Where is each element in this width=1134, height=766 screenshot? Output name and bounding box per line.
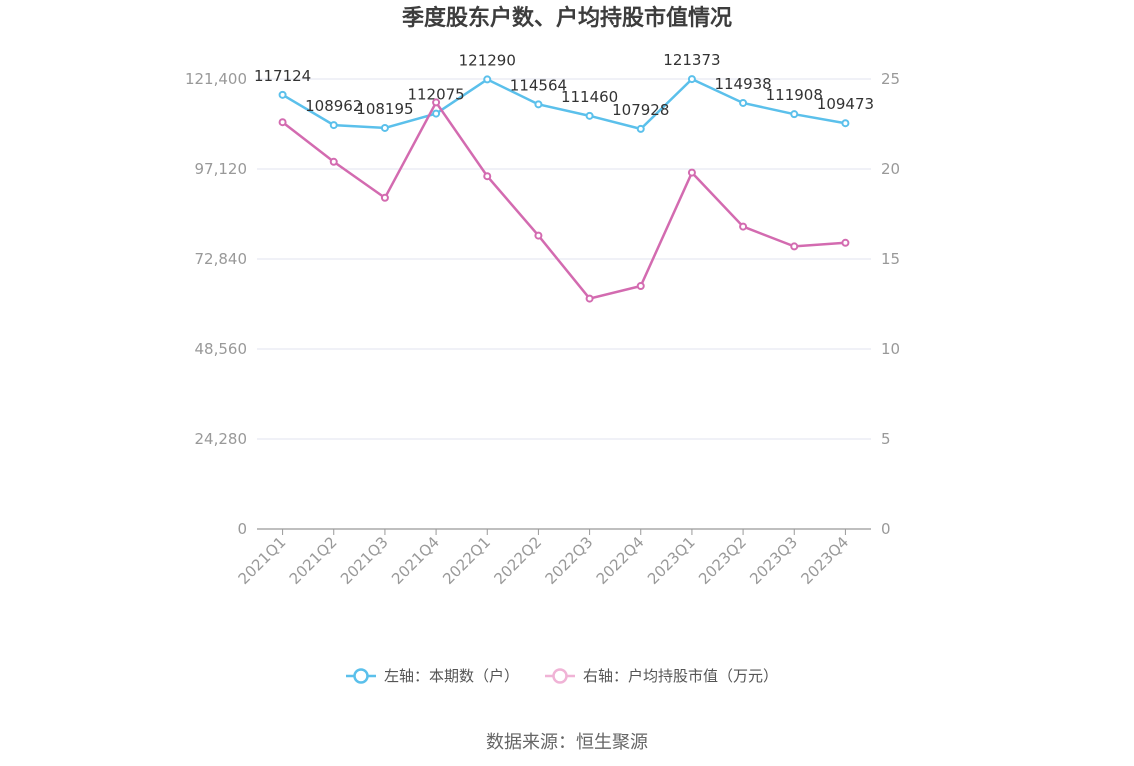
right-axis: 0 5 10 15 20 25	[881, 70, 900, 538]
legend-marker-icon	[353, 668, 369, 684]
right-tick-label: 5	[881, 430, 891, 448]
left-tick-label: 24,280	[195, 430, 248, 448]
data-point	[636, 282, 645, 290]
data-point	[687, 75, 696, 84]
data-point	[483, 75, 492, 84]
data-label: 111908	[766, 86, 823, 104]
series-line	[281, 100, 846, 301]
data-point	[790, 110, 799, 119]
data-point	[739, 222, 748, 231]
data-point	[432, 98, 441, 107]
data-label: 109473	[817, 95, 874, 113]
data-point	[329, 157, 338, 166]
series-market-value	[278, 98, 850, 303]
x-tick-label: 2021Q3	[337, 533, 392, 588]
x-tick-label: 2021Q2	[286, 533, 341, 588]
x-axis: 2021Q12021Q22021Q32021Q42022Q12022Q22022…	[235, 528, 871, 588]
x-tick-label: 2022Q3	[542, 533, 597, 588]
legend-item[interactable]: 左轴：本期数（户）	[346, 667, 519, 685]
right-tick-label: 10	[881, 340, 900, 358]
right-tick-label: 0	[881, 520, 891, 538]
left-axis: 0 24,280 48,560 72,840 97,120 121,400	[185, 70, 247, 538]
data-point	[585, 294, 594, 303]
x-tick-label: 2022Q4	[593, 533, 648, 588]
data-label: 108962	[305, 97, 362, 115]
x-tick-label: 2021Q1	[235, 533, 290, 588]
x-tick-label: 2022Q1	[439, 533, 494, 588]
x-tick-label: 2022Q2	[490, 533, 545, 588]
data-label: 114938	[714, 75, 771, 93]
data-label: 107928	[612, 101, 669, 119]
data-point	[841, 119, 850, 128]
data-point	[687, 168, 696, 177]
data-label: 117124	[254, 67, 311, 85]
data-point	[585, 111, 594, 120]
data-point	[790, 242, 799, 251]
grid	[257, 78, 871, 440]
data-point	[841, 238, 850, 247]
left-tick-label: 72,840	[195, 250, 248, 268]
data-point	[380, 193, 389, 202]
legend-label: 右轴：户均持股市值（万元）	[583, 667, 778, 685]
series-line	[281, 77, 846, 131]
x-tick-label: 2023Q1	[644, 533, 699, 588]
data-label: 114564	[510, 76, 567, 94]
data-point	[534, 100, 543, 109]
data-point	[739, 98, 748, 107]
left-tick-label: 121,400	[185, 70, 247, 88]
data-label: 121290	[459, 51, 516, 69]
legend-marker-icon	[552, 668, 568, 684]
data-label: 121373	[663, 51, 720, 69]
data-point	[432, 109, 441, 118]
data-label: 111460	[561, 88, 618, 106]
x-tick-label: 2023Q3	[746, 533, 801, 588]
data-label: 108195	[356, 100, 413, 118]
right-tick-label: 25	[881, 70, 900, 88]
data-point	[483, 172, 492, 181]
data-point	[278, 118, 287, 127]
x-tick-label: 2023Q4	[797, 533, 852, 588]
data-point	[380, 123, 389, 132]
source-note: 数据来源：恒生聚源	[486, 732, 648, 753]
data-point	[329, 121, 338, 130]
data-point	[636, 124, 645, 133]
right-tick-label: 20	[881, 160, 900, 178]
left-tick-label: 97,120	[195, 160, 248, 178]
x-tick-label: 2021Q4	[388, 533, 443, 588]
legend-label: 左轴：本期数（户）	[384, 667, 519, 685]
legend-item[interactable]: 右轴：户均持股市值（万元）	[545, 667, 778, 685]
x-tick-label: 2023Q2	[695, 533, 750, 588]
right-tick-label: 15	[881, 250, 900, 268]
chart-title: 季度股东户数、户均持股市值情况	[402, 5, 732, 31]
data-point	[534, 231, 543, 240]
left-tick-label: 0	[237, 520, 247, 538]
data-label: 112075	[407, 86, 464, 104]
legend[interactable]: 左轴：本期数（户） 右轴：户均持股市值（万元）	[346, 667, 778, 685]
data-point	[278, 90, 287, 99]
left-tick-label: 48,560	[195, 340, 248, 358]
